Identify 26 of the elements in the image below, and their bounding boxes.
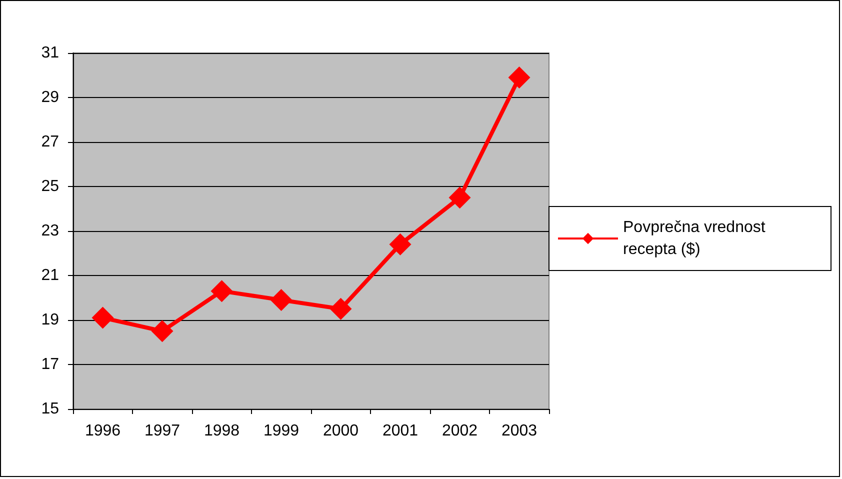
point	[210, 280, 233, 302]
point	[508, 66, 530, 88]
y-tick-label: 27	[41, 134, 60, 150]
legend-label: Povprečna vrednost recepta ($)	[623, 219, 770, 258]
x-tick-label: 2000	[322, 422, 359, 440]
y-tick-label: 29	[41, 89, 60, 106]
point	[270, 288, 292, 311]
y-tick-label: 19	[41, 312, 60, 328]
y-tick-label: 21	[41, 267, 60, 284]
point	[389, 233, 412, 256]
point	[92, 306, 114, 329]
y-tick-label: 17	[41, 356, 60, 373]
x-tick-label: 2002	[442, 422, 478, 440]
y-tick-label: 15	[41, 400, 60, 418]
x-tick-label: 1997	[144, 422, 180, 440]
y-tick-label: 25	[41, 178, 60, 195]
x-tick-label: 2001	[382, 422, 418, 440]
y-tick-label: 31	[41, 44, 60, 62]
point	[151, 320, 174, 342]
point	[448, 186, 471, 209]
x-tick-label: 1999	[263, 422, 300, 440]
point	[330, 298, 352, 320]
x-tick-label: 1996	[84, 422, 121, 440]
x-tick-label: 2003	[501, 422, 538, 440]
x-tick-label: 1998	[204, 422, 240, 440]
y-tick-label: 23	[41, 222, 60, 240]
